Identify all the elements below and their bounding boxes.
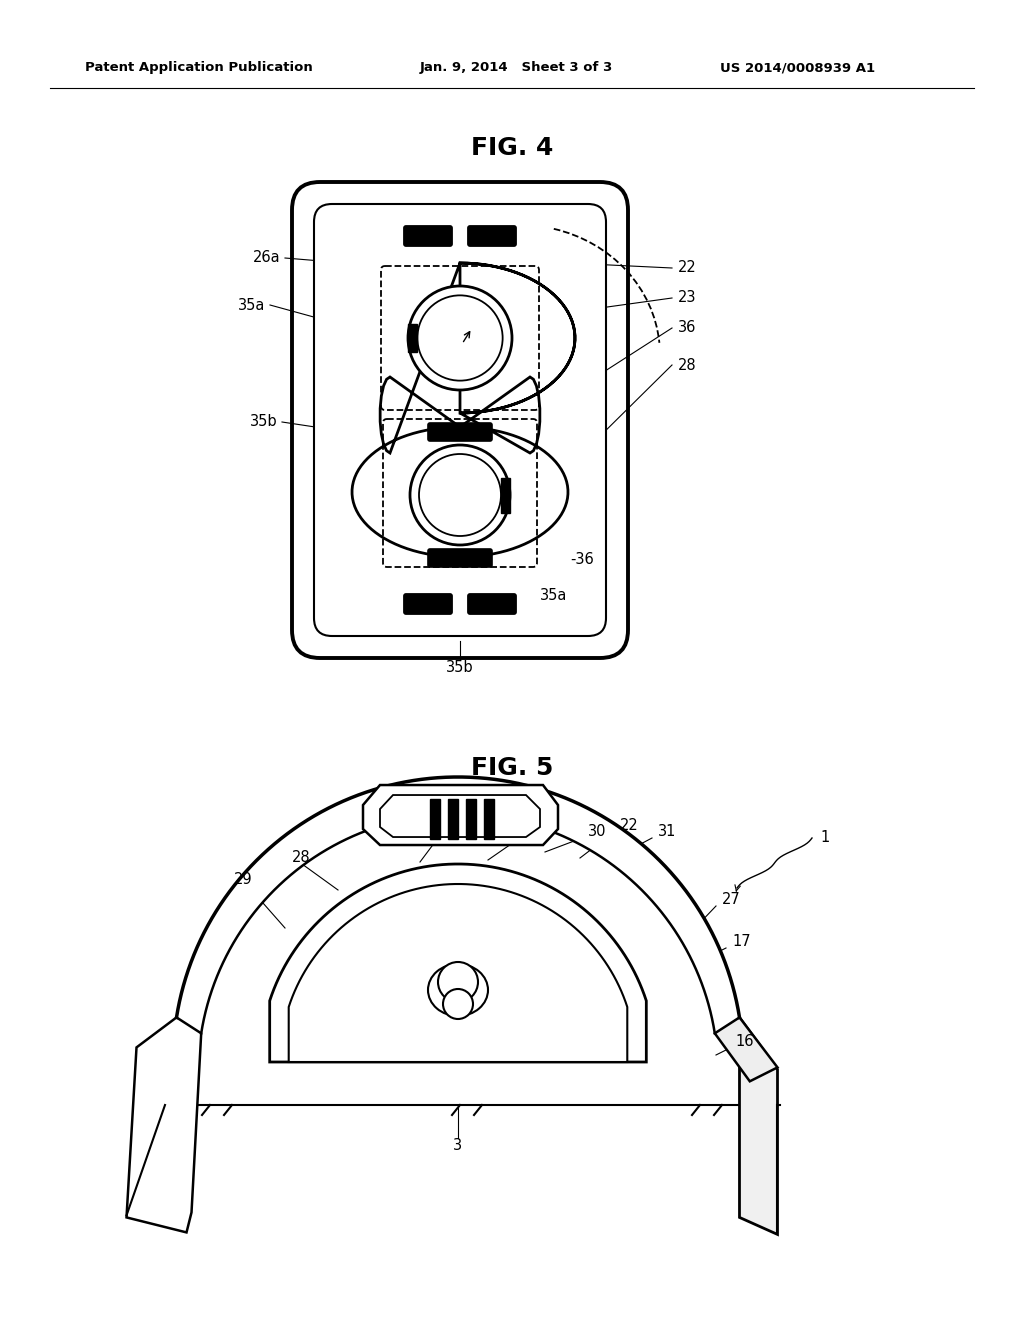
FancyBboxPatch shape <box>314 205 606 636</box>
Text: 23: 23 <box>678 290 696 305</box>
Polygon shape <box>409 323 418 352</box>
Text: 29: 29 <box>234 873 253 887</box>
Polygon shape <box>501 478 510 512</box>
Text: 35a: 35a <box>238 297 265 313</box>
Polygon shape <box>380 795 540 837</box>
Text: -36: -36 <box>570 553 594 568</box>
Text: 22: 22 <box>678 260 696 276</box>
FancyBboxPatch shape <box>428 422 492 441</box>
Text: 22: 22 <box>620 818 639 833</box>
Polygon shape <box>715 1018 777 1081</box>
Polygon shape <box>352 263 574 557</box>
Text: US 2014/0008939 A1: US 2014/0008939 A1 <box>720 62 876 74</box>
Text: 27: 27 <box>722 892 740 908</box>
FancyBboxPatch shape <box>468 226 516 246</box>
Circle shape <box>443 989 473 1019</box>
Text: 28: 28 <box>292 850 310 866</box>
Polygon shape <box>176 777 739 1034</box>
Text: Patent Application Publication: Patent Application Publication <box>85 62 312 74</box>
Text: 32: 32 <box>520 829 539 843</box>
Polygon shape <box>269 865 646 1063</box>
Polygon shape <box>484 799 494 840</box>
Circle shape <box>410 445 510 545</box>
Circle shape <box>418 296 503 380</box>
Text: 16: 16 <box>735 1035 754 1049</box>
Circle shape <box>408 286 512 389</box>
Polygon shape <box>127 1018 201 1233</box>
Polygon shape <box>362 785 558 845</box>
Text: 31: 31 <box>658 825 677 840</box>
Text: 36: 36 <box>678 321 696 335</box>
Text: 28: 28 <box>678 358 696 372</box>
FancyBboxPatch shape <box>468 594 516 614</box>
Text: 3: 3 <box>454 1138 463 1152</box>
Circle shape <box>438 962 478 1002</box>
Text: 35b: 35b <box>251 414 278 429</box>
Text: FIG. 4: FIG. 4 <box>471 136 553 160</box>
Text: 32: 32 <box>438 833 457 847</box>
Polygon shape <box>430 799 440 840</box>
Text: Jan. 9, 2014   Sheet 3 of 3: Jan. 9, 2014 Sheet 3 of 3 <box>420 62 613 74</box>
Ellipse shape <box>428 964 488 1016</box>
Text: 26a: 26a <box>252 251 280 265</box>
FancyBboxPatch shape <box>404 594 452 614</box>
Text: FIG. 5: FIG. 5 <box>471 756 553 780</box>
Polygon shape <box>449 799 458 840</box>
Text: 30: 30 <box>588 825 606 840</box>
Polygon shape <box>466 799 476 840</box>
FancyBboxPatch shape <box>292 182 628 657</box>
Polygon shape <box>289 884 628 1063</box>
Polygon shape <box>739 1018 777 1234</box>
FancyBboxPatch shape <box>404 226 452 246</box>
Circle shape <box>419 454 501 536</box>
Text: 35b: 35b <box>446 660 474 676</box>
Text: 17: 17 <box>732 935 751 949</box>
FancyBboxPatch shape <box>428 549 492 568</box>
Text: 1: 1 <box>820 830 829 846</box>
Text: 35a: 35a <box>540 589 567 603</box>
